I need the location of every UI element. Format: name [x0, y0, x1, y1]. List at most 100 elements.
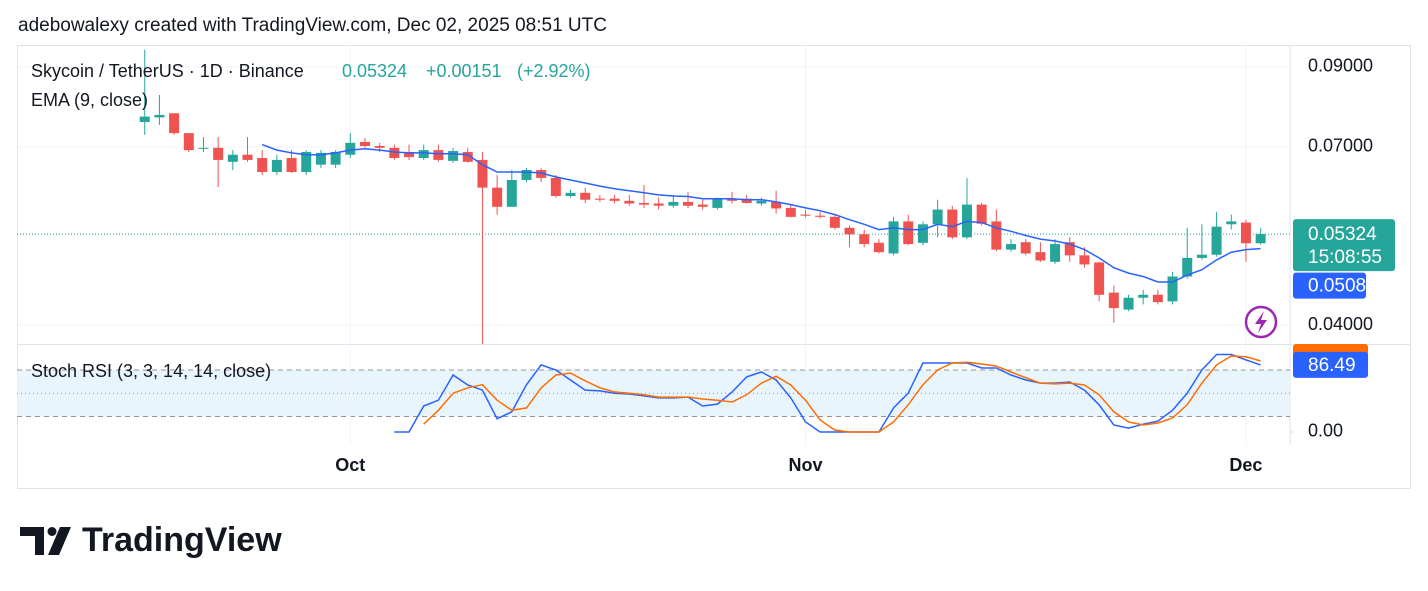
candle-body	[580, 192, 591, 200]
candle-body	[359, 141, 370, 147]
candle-body	[727, 198, 738, 201]
candle-body	[1182, 257, 1193, 277]
candle-body	[683, 201, 694, 206]
candle-body	[154, 114, 165, 118]
y-tick-label: 0.09000	[1308, 56, 1373, 76]
candle-body	[800, 214, 811, 216]
candle-body	[756, 200, 767, 204]
candle-body	[1123, 297, 1134, 310]
candle-body	[844, 227, 855, 235]
candle-body	[404, 151, 415, 158]
y-tick-label: 0.07000	[1308, 136, 1373, 156]
candle-body	[213, 147, 224, 160]
candle-body	[1226, 221, 1237, 225]
plot-area: 0.00 Oct Nov Dec 0.09000 0.07000 0.04000	[17, 45, 1373, 475]
stoch-k-label-box	[1293, 351, 1368, 378]
logo-mark-dot	[47, 527, 57, 536]
ema-label: 0.05087	[1308, 276, 1377, 297]
last-price-label-box	[1293, 219, 1395, 272]
attribution: adebowalexy created with TradingView.com…	[18, 15, 607, 36]
candle-body	[829, 216, 840, 228]
x-tick-label: Oct	[335, 455, 365, 475]
ema-label-box	[1293, 272, 1366, 299]
candle-body	[477, 159, 488, 188]
candle-body	[1035, 252, 1046, 261]
candle-body	[1064, 242, 1075, 256]
candle-body	[301, 151, 312, 172]
candle-body	[712, 198, 723, 208]
candle-body	[1138, 294, 1149, 298]
candle-body	[448, 151, 459, 161]
candle-body	[565, 192, 576, 197]
last-price: 0.05324	[342, 61, 407, 81]
last-price-label: 0.05324	[1308, 224, 1377, 245]
candle-body	[771, 201, 782, 209]
y-tick-label: 0.04000	[1308, 314, 1373, 334]
candle-body	[976, 204, 987, 224]
candle-body	[1094, 262, 1105, 295]
candle-body	[169, 113, 180, 134]
candle-body	[227, 154, 238, 162]
candle-body	[785, 207, 796, 217]
candle-body	[741, 198, 752, 203]
candle-body	[330, 151, 341, 165]
candle-body	[345, 142, 356, 155]
candle-body	[139, 116, 150, 122]
logo-mark-t	[20, 527, 44, 555]
candle-body	[242, 154, 253, 160]
price-change: +0.00151	[426, 61, 502, 81]
candle-body	[1006, 244, 1017, 250]
alert-icon-bolt[interactable]	[1255, 311, 1267, 333]
y-tick-label: 0.00	[1308, 421, 1343, 441]
candle-body	[1020, 242, 1031, 254]
logo-mark-v	[48, 527, 71, 555]
stoch-line	[394, 353, 1261, 433]
candle-body	[418, 150, 429, 159]
candle-body	[1079, 255, 1090, 265]
candle-body	[932, 209, 943, 225]
candle-body	[668, 201, 679, 206]
candle-body	[873, 242, 884, 253]
candle-body	[859, 234, 870, 245]
candle-body	[271, 159, 282, 172]
countdown-label: 15:08:55	[1308, 247, 1382, 268]
candle-body	[536, 170, 547, 178]
candle-body	[1050, 244, 1061, 262]
candle-body	[1108, 292, 1119, 309]
candle-body	[198, 147, 209, 149]
candle-body	[888, 221, 899, 254]
ema-line	[261, 143, 1261, 283]
candle-body	[286, 158, 297, 172]
x-tick-label: Nov	[788, 455, 822, 475]
candle-body	[1196, 254, 1207, 258]
stoch-k-label: 86.49	[1308, 355, 1356, 376]
candle-body	[389, 147, 400, 159]
x-tick-label: Dec	[1229, 455, 1262, 475]
candle-body	[653, 203, 664, 206]
chart-frame	[17, 45, 1411, 489]
candle-body	[257, 158, 268, 172]
candle-body	[521, 170, 532, 180]
candle-body	[183, 133, 194, 151]
candle-body	[917, 224, 928, 243]
candle-body	[374, 146, 385, 148]
candle-body	[1152, 294, 1163, 303]
tradingview-logo: TradingView	[20, 521, 282, 559]
candle-body	[947, 209, 958, 238]
candle-body	[1211, 226, 1222, 255]
stoch-legend: Stoch RSI (3, 3, 14, 14, close)	[31, 361, 271, 381]
stoch-line	[423, 355, 1261, 433]
alert-icon[interactable]	[1244, 305, 1278, 339]
candle-body	[550, 177, 561, 197]
candle-body	[315, 152, 326, 165]
candle-body	[462, 151, 473, 162]
candle-body	[433, 150, 444, 160]
candle-body	[624, 200, 635, 204]
candle-body	[815, 215, 826, 217]
symbol-title: Skycoin / TetherUS · 1D · Binance	[31, 61, 304, 81]
candle-body	[506, 179, 517, 207]
candle-body	[1167, 276, 1178, 302]
candle-body	[594, 198, 605, 200]
